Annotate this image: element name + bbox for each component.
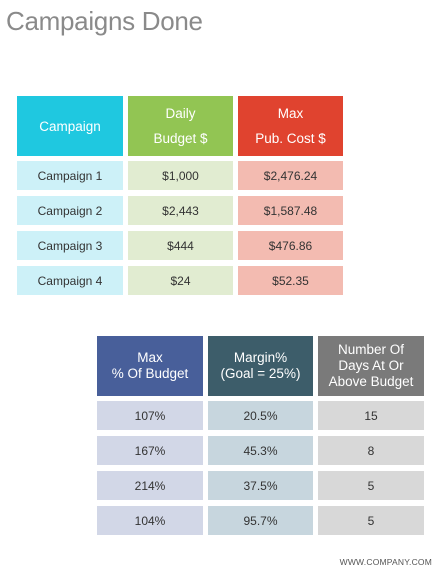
table1-header-1: Campaign (17, 96, 123, 156)
table2-header-2-line: (Goal = 25%) (220, 366, 301, 381)
table2-header-1-line: % Of Budget (111, 366, 189, 381)
table2-cell: 214% (97, 471, 203, 500)
table2-cell: 8 (318, 436, 424, 465)
table1-cell: $2,476.24 (238, 161, 343, 190)
table2-cell: 45.3% (208, 436, 313, 465)
table2-cell: 95.7% (208, 506, 313, 535)
table1-cell: $1,000 (128, 161, 233, 190)
table1-header-1-line: Campaign (39, 118, 101, 134)
table2-header-3: Number Of Days At Or Above Budget (318, 336, 424, 396)
table1-header-2: Daily Budget $ (128, 96, 233, 156)
page-title: Campaigns Done (6, 6, 203, 36)
table2-header-2-line: Margin% (233, 350, 288, 365)
table2-cell: 167% (97, 436, 203, 465)
table2-cell: 104% (97, 506, 203, 535)
table2-header-1-line: Max (137, 350, 163, 365)
table1-cell: $2,443 (128, 196, 233, 225)
table1-header-3-line: Max (277, 106, 304, 121)
footer-url: WWW.COMPANY.COM (339, 557, 432, 567)
table1-cell: $24 (128, 266, 233, 295)
table1-header-3-line: Pub. Cost $ (255, 131, 326, 146)
table2-header-1: Max% Of Budget (97, 336, 203, 396)
table1-cell: Campaign 4 (17, 266, 123, 295)
table1-cell: Campaign 1 (17, 161, 123, 190)
table1-cell: $444 (128, 231, 233, 260)
table2-header-3-line: Days At Or (338, 358, 404, 373)
table2-cell: 37.5% (208, 471, 313, 500)
table2-header-3-line: Above Budget (328, 374, 414, 389)
table2-cell: 20.5% (208, 401, 313, 430)
table1-cell: Campaign 3 (17, 231, 123, 260)
table2-header-2: Margin% (Goal = 25%) (208, 336, 313, 396)
table1-cell: $476.86 (238, 231, 343, 260)
table1-cell: Campaign 2 (17, 196, 123, 225)
table1-header-3: Max Pub. Cost $ (238, 96, 343, 156)
table2-cell: 107% (97, 401, 203, 430)
table1-cell: $52.35 (238, 266, 343, 295)
table1-header-2-line: Budget $ (153, 131, 208, 146)
table2-cell: 5 (318, 506, 424, 535)
table2-header-3-line: Number Of (337, 342, 404, 357)
table2-cell: 15 (318, 401, 424, 430)
table2-cell: 5 (318, 471, 424, 500)
table1-header-2-line: Daily (165, 106, 196, 121)
table1-cell: $1,587.48 (238, 196, 343, 225)
